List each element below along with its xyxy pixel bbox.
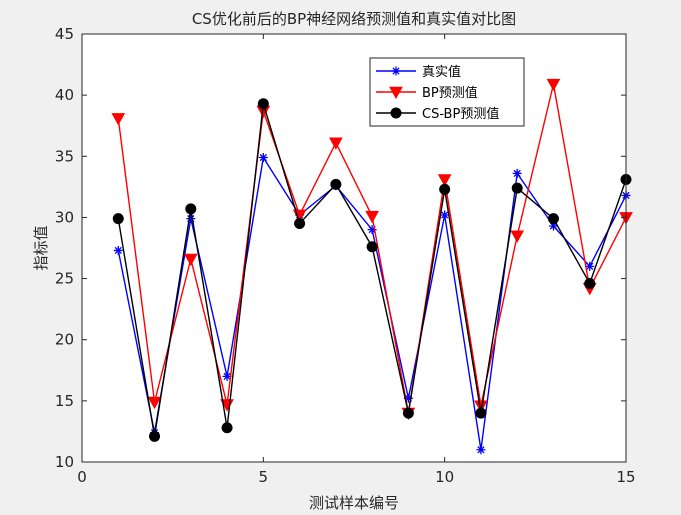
data-point — [439, 183, 451, 195]
data-point — [113, 245, 123, 255]
plot-frame — [81, 33, 627, 463]
x-tick-label: 5 — [259, 468, 269, 486]
data-point — [547, 213, 559, 225]
chart-title: CS优化前后的BP神经网络预测值和真实值对比图 — [192, 10, 516, 28]
data-point — [111, 113, 126, 126]
data-point — [403, 393, 413, 403]
plot-area — [82, 34, 626, 462]
data-point — [437, 174, 452, 187]
x-tick-label: 15 — [616, 468, 635, 486]
y-tick-label: 20 — [55, 331, 74, 349]
data-point — [183, 253, 198, 267]
data-point — [366, 241, 378, 253]
data-point — [476, 445, 486, 455]
legend-label: BP预测值 — [422, 85, 478, 101]
data-point — [440, 210, 450, 220]
data-point — [584, 277, 596, 289]
data-point — [221, 422, 233, 434]
legend-marker — [391, 66, 401, 76]
tick-layer: 0 5 10 15 10 15 20 25 30 35 40 45 — [55, 25, 636, 486]
x-axis-label: 测试样本编号 — [309, 494, 399, 512]
y-tick-label: 35 — [55, 147, 74, 165]
legend-marker — [390, 107, 402, 119]
y-tick-label: 30 — [55, 208, 74, 226]
data-point — [257, 98, 269, 110]
legend-marker — [389, 86, 403, 100]
data-point — [512, 168, 522, 178]
data-point — [402, 407, 414, 419]
data-point — [510, 230, 525, 243]
series-3 — [112, 98, 632, 442]
y-axis-label: 指标值 — [32, 225, 50, 270]
data-point — [222, 371, 232, 381]
legend-entry-1: 真实值 — [376, 64, 461, 80]
series-layer — [111, 78, 633, 455]
legend-entry-2: BP预测值 — [376, 85, 478, 101]
data-point — [112, 213, 124, 225]
data-point — [548, 221, 558, 231]
data-point — [330, 178, 342, 190]
legend-label: CS-BP预测值 — [422, 106, 499, 122]
data-point — [147, 396, 162, 410]
y-tick-label: 10 — [55, 453, 74, 471]
data-point — [475, 407, 487, 419]
data-point — [511, 182, 523, 194]
data-point — [258, 153, 268, 163]
legend-label: 真实值 — [422, 64, 461, 80]
data-point — [329, 137, 343, 150]
data-point — [185, 203, 197, 215]
legend-entry-3: CS-BP预测值 — [376, 106, 499, 122]
data-point — [367, 225, 377, 235]
data-point — [365, 210, 379, 224]
legend: 真实值 BP预测值 CS-BP预测值 — [369, 57, 525, 127]
x-tick-label: 10 — [435, 468, 454, 486]
data-point — [474, 400, 488, 413]
data-point — [294, 218, 306, 230]
data-point — [149, 430, 161, 442]
y-tick-label: 25 — [55, 270, 74, 288]
data-point — [186, 214, 196, 224]
x-tick-label: 0 — [77, 468, 87, 486]
y-tick-label: 15 — [55, 392, 74, 410]
data-point — [585, 261, 595, 271]
data-point — [546, 78, 561, 92]
y-tick-label: 45 — [55, 25, 74, 43]
y-tick-label: 40 — [55, 86, 74, 104]
